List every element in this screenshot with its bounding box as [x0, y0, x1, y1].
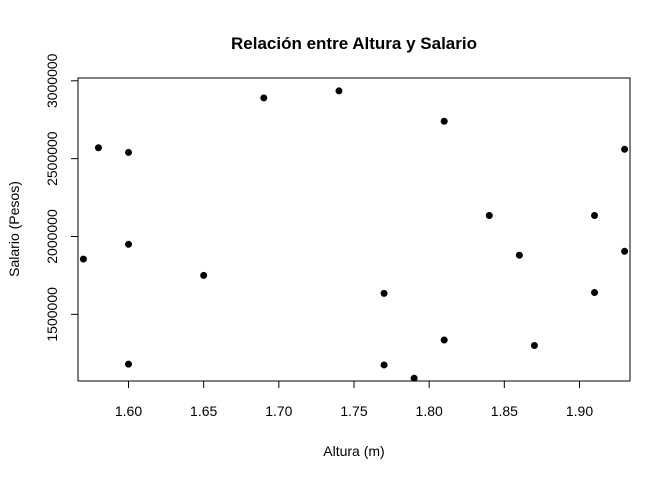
data-point [621, 145, 629, 153]
data-point [621, 247, 629, 255]
data-point [125, 148, 133, 156]
data-point [485, 211, 493, 219]
x-axis: 1.60 1.65 1.70 1.75 1.80 1.85 1.90 [115, 380, 593, 419]
data-points [79, 87, 629, 382]
data-point [125, 360, 133, 368]
data-point [380, 361, 388, 369]
x-tick-label: 1.60 [115, 403, 142, 419]
data-point [380, 289, 388, 297]
plot-frame [77, 77, 631, 382]
y-tick-label: 3000000 [44, 53, 60, 108]
y-axis-label: Salario (Pesos) [6, 181, 22, 277]
data-point [410, 374, 418, 382]
x-tick-label: 1.90 [566, 403, 593, 419]
x-tick-label: 1.75 [340, 403, 367, 419]
x-tick-label: 1.70 [265, 403, 292, 419]
data-point [200, 271, 208, 279]
data-point [591, 211, 599, 219]
y-tick-label: 2000000 [44, 209, 60, 264]
data-point [260, 94, 268, 102]
data-point [440, 117, 448, 125]
y-tick-label: 1500000 [44, 287, 60, 342]
data-point [125, 240, 133, 248]
data-point [591, 289, 599, 297]
data-point [530, 341, 538, 349]
x-tick-label: 1.85 [491, 403, 518, 419]
data-point [79, 255, 87, 263]
data-point [335, 87, 343, 95]
x-axis-label: Altura (m) [323, 443, 384, 459]
chart-title: Relación entre Altura y Salario [231, 34, 477, 53]
data-point [515, 251, 523, 259]
data-point [94, 144, 102, 152]
y-tick-label: 2500000 [44, 131, 60, 186]
y-axis: 1500000 2000000 2500000 3000000 [44, 53, 79, 342]
x-tick-label: 1.65 [190, 403, 217, 419]
x-tick-label: 1.80 [416, 403, 443, 419]
data-point [440, 336, 448, 344]
